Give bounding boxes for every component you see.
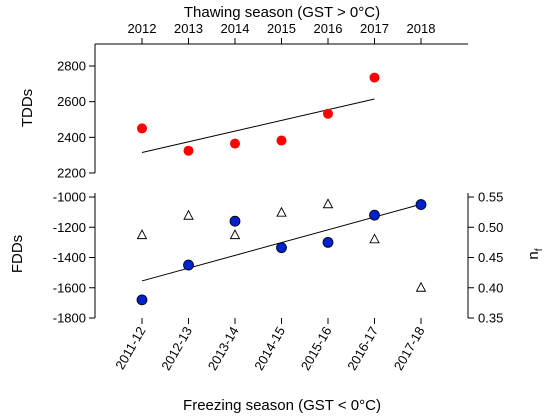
tdd-axis-ticks: 2200 2400 2600 2800: [57, 59, 95, 181]
nf-point: [415, 281, 427, 292]
nf-tick-label: 0.35: [478, 311, 503, 326]
top-axis-title: Thawing season (GST > 0°C): [184, 4, 380, 21]
fdd-point: [322, 236, 334, 248]
fdd-tick-label: -1200: [53, 220, 86, 235]
top-axis-ticks: 2012 2013 2014 2015 2016 2017 2018: [128, 21, 436, 44]
freezing-tick-label: 2012-13: [158, 324, 195, 373]
tdd-point: [323, 108, 333, 119]
bottom-panel-axes: [94, 193, 469, 318]
nf-axis-title-subscript: f: [534, 248, 545, 251]
tdd-tick-label: 2800: [57, 59, 86, 74]
fdd-point: [276, 242, 287, 254]
nf-tick-label: 0.50: [478, 220, 503, 235]
freezing-tick-label: 2016-17: [344, 324, 381, 373]
top-panel-axes: [94, 43, 468, 173]
top-axis-tick-label: 2014: [221, 21, 250, 36]
fdd-axis-ticks: -1800 -1600 -1400 -1200 -1000: [53, 190, 95, 326]
nf-axis-title-main: n: [525, 251, 542, 259]
top-axis-tick-label: 2015: [267, 21, 296, 36]
nf-point: [183, 209, 194, 220]
top-axis-tick-label: 2016: [314, 21, 343, 36]
fdd-tick-label: -1000: [53, 190, 86, 205]
top-axis-tick-label: 2012: [128, 21, 157, 36]
nf-axis-ticks: 0.35 0.40 0.45 0.50 0.55: [468, 190, 503, 326]
freezing-tick-label: 2015-16: [298, 324, 335, 373]
fdd-point: [369, 209, 380, 221]
fdd-points: [136, 199, 427, 306]
nf-point: [229, 229, 241, 240]
nf-tick-label: 0.55: [478, 190, 503, 205]
nf-point: [276, 206, 287, 217]
fdd-tick-label: -1600: [53, 280, 86, 295]
top-panel: Thawing season (GST > 0°C) TDDs 2012 2013…: [19, 4, 468, 181]
nf-axis-title: nf: [525, 248, 545, 259]
tdd-points: [137, 72, 380, 156]
freezing-tick-label: 2014-15: [251, 324, 288, 373]
tdd-point: [183, 145, 194, 156]
fdd-axis-title: FDDs: [9, 235, 26, 273]
tdd-point: [276, 135, 287, 146]
nf-tick-label: 0.45: [478, 250, 503, 265]
nf-point: [369, 233, 380, 244]
nf-tick-label: 0.40: [478, 280, 503, 295]
nf-point: [136, 229, 148, 240]
fdd-point: [415, 199, 427, 210]
tdd-point: [369, 72, 380, 83]
freezing-axis-title: Freezing season (GST < 0°C): [183, 397, 381, 414]
tdd-trendline: [141, 98, 375, 153]
freezing-axis-ticks: 2011-12 2012-13 2013-14 2014-15 2015-16 2016-…: [112, 318, 428, 373]
tdd-tick-label: 2200: [57, 166, 86, 181]
fdd-point: [136, 294, 148, 306]
tdd-tick-label: 2600: [57, 94, 86, 109]
fdd-point: [183, 259, 194, 271]
fdd-point: [229, 215, 241, 227]
freezing-tick-label: 2011-12: [112, 324, 148, 372]
freezing-tick-label: 2017-18: [391, 324, 428, 373]
fdd-tick-label: -1800: [53, 311, 86, 326]
tdd-tick-label: 2400: [57, 130, 86, 145]
fdd-tick-label: -1400: [53, 250, 86, 265]
top-axis-tick-label: 2017: [360, 21, 389, 36]
nf-point: [322, 198, 334, 209]
nf-points: [136, 198, 427, 292]
top-axis-tick-label: 2013: [174, 21, 203, 36]
tdd-point: [137, 123, 147, 134]
top-axis-tick-label: 2018: [407, 21, 436, 36]
bottom-panel: FDDs nf Freezing season (GST < 0°C) -180…: [9, 190, 545, 415]
tdd-point: [230, 138, 240, 149]
freezing-tick-label: 2013-14: [205, 324, 242, 373]
tdd-axis-title: TDDs: [19, 89, 36, 127]
